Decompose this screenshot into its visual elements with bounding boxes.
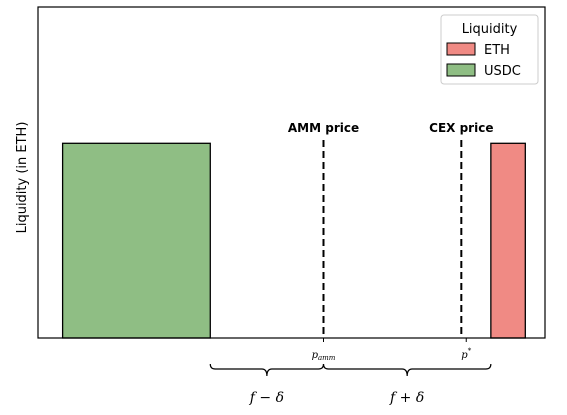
legend-label-eth: ETH — [484, 43, 510, 58]
price-annotation-amm: AMM price — [288, 121, 359, 135]
brace — [209, 363, 325, 377]
legend-entries: ETH USDC — [446, 42, 521, 79]
bars-layer — [61, 142, 526, 339]
bar-eth — [490, 142, 526, 339]
x-tick-sub: amm — [318, 354, 336, 362]
x-tick-base: p — [312, 350, 319, 361]
price-lines-layer: AMM price CEX price — [288, 121, 493, 338]
plot-frame — [37, 6, 546, 339]
x-tick-label: p* — [461, 347, 471, 361]
braces-layer: f − δ f + δ — [209, 363, 492, 406]
legend-swatch-eth — [446, 42, 476, 56]
brace-label: f − δ — [249, 390, 284, 406]
price-annotation-cex: CEX price — [429, 121, 493, 135]
y-axis-label: Liquidity (in ETH) — [15, 122, 30, 234]
legend: Liquidity ETH USDC — [440, 14, 539, 85]
legend-title: Liquidity — [462, 22, 518, 37]
brace — [322, 363, 492, 377]
bar-usdc — [61, 142, 211, 339]
x-tick-label: pamm — [312, 350, 336, 362]
legend-label-usdc: USDC — [484, 64, 521, 79]
brace-label: f + δ — [389, 390, 424, 406]
legend-swatch-usdc — [446, 63, 476, 77]
x-tick-base: p — [461, 350, 468, 361]
x-tick-sup: * — [468, 347, 472, 355]
x-ticks-layer: pamm p* — [312, 338, 472, 362]
